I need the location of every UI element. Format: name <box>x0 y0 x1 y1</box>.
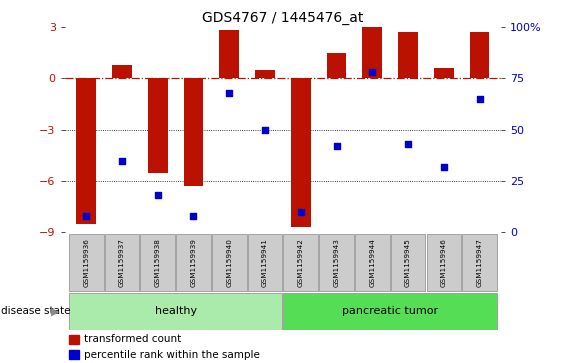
Text: healthy: healthy <box>155 306 196 316</box>
Text: transformed count: transformed count <box>84 334 182 344</box>
FancyBboxPatch shape <box>69 293 283 330</box>
Title: GDS4767 / 1445476_at: GDS4767 / 1445476_at <box>202 11 364 25</box>
Point <box>404 141 413 147</box>
Text: GSM1159943: GSM1159943 <box>333 238 339 287</box>
Text: GSM1159945: GSM1159945 <box>405 238 411 287</box>
Bar <box>363 27 382 78</box>
Bar <box>291 78 311 227</box>
Text: GSM1159946: GSM1159946 <box>441 238 447 287</box>
Point <box>225 90 234 96</box>
Text: percentile rank within the sample: percentile rank within the sample <box>84 350 260 359</box>
Bar <box>220 30 239 78</box>
Text: GSM1159936: GSM1159936 <box>83 238 89 287</box>
Point <box>439 164 448 170</box>
FancyBboxPatch shape <box>140 233 175 291</box>
Text: disease state: disease state <box>1 306 70 316</box>
Text: GSM1159940: GSM1159940 <box>226 238 233 287</box>
Bar <box>327 53 346 78</box>
Bar <box>470 32 489 78</box>
Bar <box>112 65 132 78</box>
Point <box>153 192 162 198</box>
Point <box>296 209 305 215</box>
Bar <box>148 78 168 172</box>
Bar <box>69 350 79 359</box>
Point <box>189 213 198 219</box>
Point <box>82 213 91 219</box>
Bar <box>184 78 203 186</box>
FancyBboxPatch shape <box>69 233 104 291</box>
Text: GSM1159937: GSM1159937 <box>119 238 125 287</box>
FancyBboxPatch shape <box>283 233 318 291</box>
Text: GSM1159947: GSM1159947 <box>477 238 482 287</box>
FancyBboxPatch shape <box>283 293 497 330</box>
Text: GSM1159938: GSM1159938 <box>155 238 160 287</box>
FancyBboxPatch shape <box>462 233 497 291</box>
FancyBboxPatch shape <box>248 233 283 291</box>
FancyBboxPatch shape <box>391 233 426 291</box>
Point <box>261 127 270 132</box>
Text: ▶: ▶ <box>51 306 59 316</box>
Text: GSM1159941: GSM1159941 <box>262 238 268 287</box>
FancyBboxPatch shape <box>427 233 461 291</box>
Bar <box>77 78 96 224</box>
Bar <box>434 68 454 78</box>
FancyBboxPatch shape <box>176 233 211 291</box>
FancyBboxPatch shape <box>319 233 354 291</box>
Point <box>332 143 341 149</box>
Text: GSM1159939: GSM1159939 <box>190 238 196 287</box>
Text: GSM1159942: GSM1159942 <box>298 238 304 287</box>
FancyBboxPatch shape <box>212 233 247 291</box>
FancyBboxPatch shape <box>105 233 139 291</box>
Bar <box>69 335 79 344</box>
Text: pancreatic tumor: pancreatic tumor <box>342 306 438 316</box>
Bar <box>255 70 275 78</box>
Point <box>475 96 484 102</box>
Bar <box>398 32 418 78</box>
Point <box>118 158 127 163</box>
Text: GSM1159944: GSM1159944 <box>369 238 376 287</box>
FancyBboxPatch shape <box>355 233 390 291</box>
Point <box>368 69 377 75</box>
